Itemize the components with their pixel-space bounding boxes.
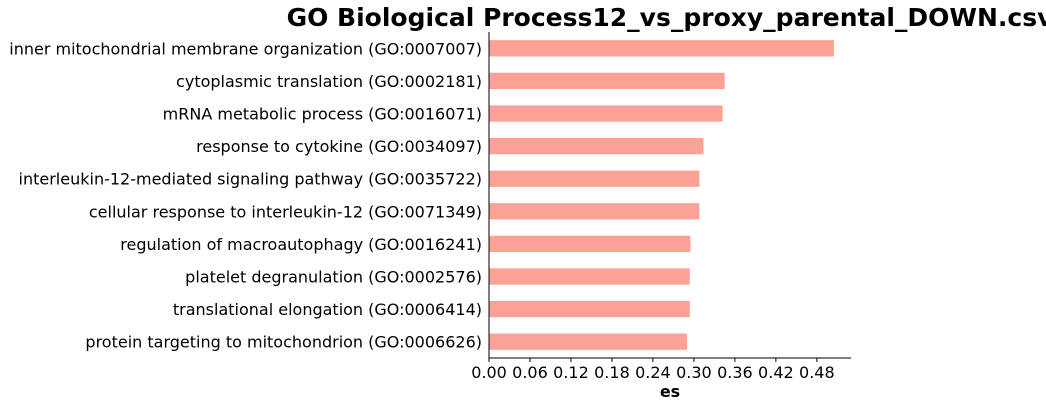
category-label-3: response to cytokine (GO:0034097): [196, 137, 482, 156]
bar-8: [489, 300, 690, 318]
bar-9: [489, 333, 688, 350]
category-label-6: regulation of macroautophagy (GO:0016241…: [120, 235, 482, 254]
bar-6: [489, 235, 691, 253]
category-label-8: translational elongation (GO:0006414): [173, 300, 482, 319]
x-tick-label-7: 0.42: [758, 363, 794, 382]
bar-2: [489, 105, 723, 122]
x-tick-label-8: 0.48: [799, 363, 835, 382]
category-label-1: cytoplasmic translation (GO:0002181): [176, 72, 482, 91]
category-label-9: protein targeting to mitochondrion (GO:0…: [85, 333, 482, 352]
bar-0: [489, 40, 834, 57]
x-ticks: 0.00 0.06 0.12 0.18 0.24 0.30 0.36 0.42 0.48: [471, 358, 835, 382]
category-label-0: inner mitochondrial membrane organizatio…: [9, 39, 482, 58]
x-tick-label-3: 0.18: [594, 363, 630, 382]
bar-5: [489, 203, 700, 220]
x-tick-label-2: 0.12: [553, 363, 589, 382]
category-label-7: platelet degranulation (GO:0002576): [185, 268, 482, 287]
bar-7: [489, 268, 690, 285]
x-tick-label-1: 0.06: [512, 363, 548, 382]
category-label-4: interleukin-12-mediated signaling pathwa…: [19, 170, 482, 189]
bars-group: [489, 40, 834, 350]
category-label-2: mRNA metabolic process (GO:0016071): [163, 105, 482, 124]
x-tick-label-5: 0.30: [676, 363, 712, 382]
bar-4: [489, 170, 700, 187]
x-tick-label-6: 0.36: [717, 363, 753, 382]
x-axis-label: es: [660, 382, 680, 401]
bar-3: [489, 137, 704, 155]
category-labels: inner mitochondrial membrane organizatio…: [9, 39, 482, 351]
bar-1: [489, 72, 725, 90]
chart-title: GO Biological Process12_vs_proxy_parenta…: [287, 3, 1046, 32]
x-tick-label-0: 0.00: [471, 363, 507, 382]
x-tick-label-4: 0.24: [635, 363, 671, 382]
category-label-5: cellular response to interleukin-12 (GO:…: [89, 202, 482, 221]
